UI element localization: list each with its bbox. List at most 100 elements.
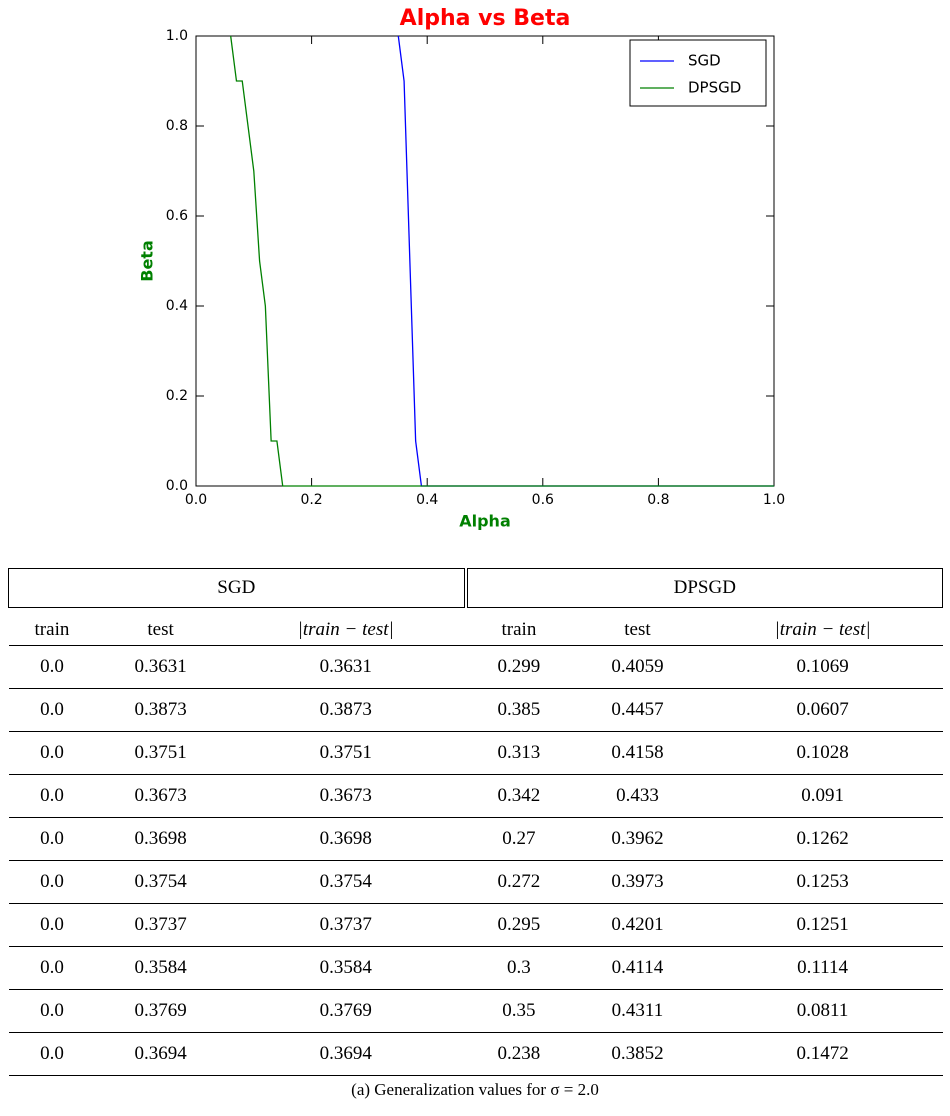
table-cell: 0.3754 (225, 860, 466, 904)
series-line (230, 35, 774, 487)
x-tick-label: 0.0 (185, 492, 207, 508)
column-header-row: train test |train − test| train test |train −… (8, 607, 943, 646)
table-cell: 0.1069 (702, 645, 943, 689)
legend-label: SGD (688, 52, 721, 70)
table-row: 0.0 0.3737 0.3737 0.295 0.4201 0.1251 (8, 903, 943, 947)
table-cell: 0.35 (465, 989, 573, 1033)
table-cell: 0.3973 (572, 860, 703, 904)
column-header: test (95, 607, 226, 646)
table-cell: 0.3873 (225, 688, 466, 732)
column-header: test (572, 607, 703, 646)
caption: (a) Generalization values for σ = 2.0 (351, 1080, 599, 1099)
table-cell: 0.299 (465, 645, 573, 689)
column-header: train (465, 607, 573, 646)
table-cell: 0.3962 (572, 817, 703, 861)
table-cell: 0.0 (8, 860, 96, 904)
table-cell: 0.3737 (225, 903, 466, 947)
y-tick-label: 0.4 (166, 298, 188, 314)
table-cell: 0.3751 (95, 731, 226, 775)
chart: Alpha vs Beta Alpha Beta 0.0 0.2 0.4 0.6 0.8… (138, 6, 786, 531)
x-tick-label: 0.6 (532, 492, 554, 508)
table-cell: 0.313 (465, 731, 573, 775)
table-cell: 0.3698 (225, 817, 466, 861)
table-cell: 0.0607 (702, 688, 943, 732)
table-cell: 0.27 (465, 817, 573, 861)
group-header: SGD (7, 568, 468, 608)
table-cell: 0.0 (8, 817, 96, 861)
table-cell: 0.3631 (225, 645, 466, 689)
table-row: 0.0 0.3694 0.3694 0.238 0.3852 0.1472 (8, 1032, 943, 1076)
table-cell: 0.1472 (702, 1032, 943, 1076)
table-cell: 0.1253 (702, 860, 943, 904)
table-cell: 0.3584 (225, 946, 466, 990)
group-header: DPSGD (465, 568, 943, 608)
table-cell: 0.4311 (572, 989, 703, 1033)
y-tick-label: 0.0 (166, 478, 188, 494)
legend-box (629, 39, 767, 107)
table-cell: 0.342 (465, 774, 573, 818)
table-row: 0.0 0.3754 0.3754 0.272 0.3973 0.1253 (8, 860, 943, 904)
table-cell: 0.0 (8, 989, 96, 1033)
table-cell: 0.1114 (702, 946, 943, 990)
table-cell: 0.295 (465, 903, 573, 947)
x-axis-label: Alpha (459, 512, 511, 531)
table-cell: 0.3673 (225, 774, 466, 818)
y-tick-label: 1.0 (166, 28, 188, 44)
table-row: 0.0 0.3698 0.3698 0.27 0.3962 0.1262 (8, 817, 943, 861)
table-row: 0.0 0.3584 0.3584 0.3 0.4114 0.1114 (8, 946, 943, 990)
table-cell: 0.1251 (702, 903, 943, 947)
table-cell: 0.3 (465, 946, 573, 990)
table-cell: 0.1262 (702, 817, 943, 861)
x-tick-label: 0.8 (647, 492, 669, 508)
y-tick-label: 0.8 (166, 118, 188, 134)
table-cell: 0.0811 (702, 989, 943, 1033)
table-cell: 0.433 (572, 774, 703, 818)
table-cell: 0.3754 (95, 860, 226, 904)
table-row: 0.0 0.3631 0.3631 0.299 0.4059 0.1069 (8, 645, 943, 689)
table-cell: 0.3673 (95, 774, 226, 818)
chart-title: Alpha vs Beta (400, 6, 571, 31)
table-cell: 0.3631 (95, 645, 226, 689)
x-tick-label: 1.0 (763, 492, 785, 508)
table-cell: 0.3584 (95, 946, 226, 990)
table-cell: 0.4201 (572, 903, 703, 947)
table-cell: 0.0 (8, 774, 96, 818)
x-tick-label: 0.4 (416, 492, 438, 508)
group-header-row: SGD DPSGD (7, 568, 943, 608)
table-cell: 0.0 (8, 903, 96, 947)
table-row: 0.0 0.3873 0.3873 0.385 0.4457 0.0607 (8, 688, 943, 732)
table-cell: 0.0 (8, 731, 96, 775)
table-cell: 0.385 (465, 688, 573, 732)
table-cell: 0.0 (8, 1032, 96, 1076)
y-tick-label: 0.6 (166, 208, 188, 224)
legend-label: DPSGD (688, 79, 741, 97)
table-row: 0.0 0.3769 0.3769 0.35 0.4311 0.0811 (8, 989, 943, 1033)
table-cell: 0.1028 (702, 731, 943, 775)
table-cell: 0.4114 (572, 946, 703, 990)
column-header: |train − test| (702, 607, 943, 646)
y-axis-label: Beta (138, 240, 157, 282)
table-cell: 0.3751 (225, 731, 466, 775)
table-row: 0.0 0.3751 0.3751 0.313 0.4158 0.1028 (8, 731, 943, 775)
table-cell: 0.3769 (225, 989, 466, 1033)
table-cell: 0.0 (8, 688, 96, 732)
table-cell: 0.3873 (95, 688, 226, 732)
column-header: train (8, 607, 96, 646)
table-cell: 0.3694 (95, 1032, 226, 1076)
y-tick-label: 0.2 (166, 388, 188, 404)
table-cell: 0.3852 (572, 1032, 703, 1076)
column-header: |train − test| (225, 607, 466, 646)
table-cell: 0.272 (465, 860, 573, 904)
table-cell: 0.3769 (95, 989, 226, 1033)
table-cell: 0.4158 (572, 731, 703, 775)
table-cell: 0.3694 (225, 1032, 466, 1076)
results-table: SGD DPSGD train test |train − test| train test… (7, 568, 943, 1076)
table-cell: 0.3737 (95, 903, 226, 947)
table-cell: 0.4059 (572, 645, 703, 689)
table-cell: 0.3698 (95, 817, 226, 861)
table-cell: 0.091 (702, 774, 943, 818)
table-row: 0.0 0.3673 0.3673 0.342 0.433 0.091 (8, 774, 943, 818)
table-cell: 0.0 (8, 946, 96, 990)
table-cell: 0.0 (8, 645, 96, 689)
